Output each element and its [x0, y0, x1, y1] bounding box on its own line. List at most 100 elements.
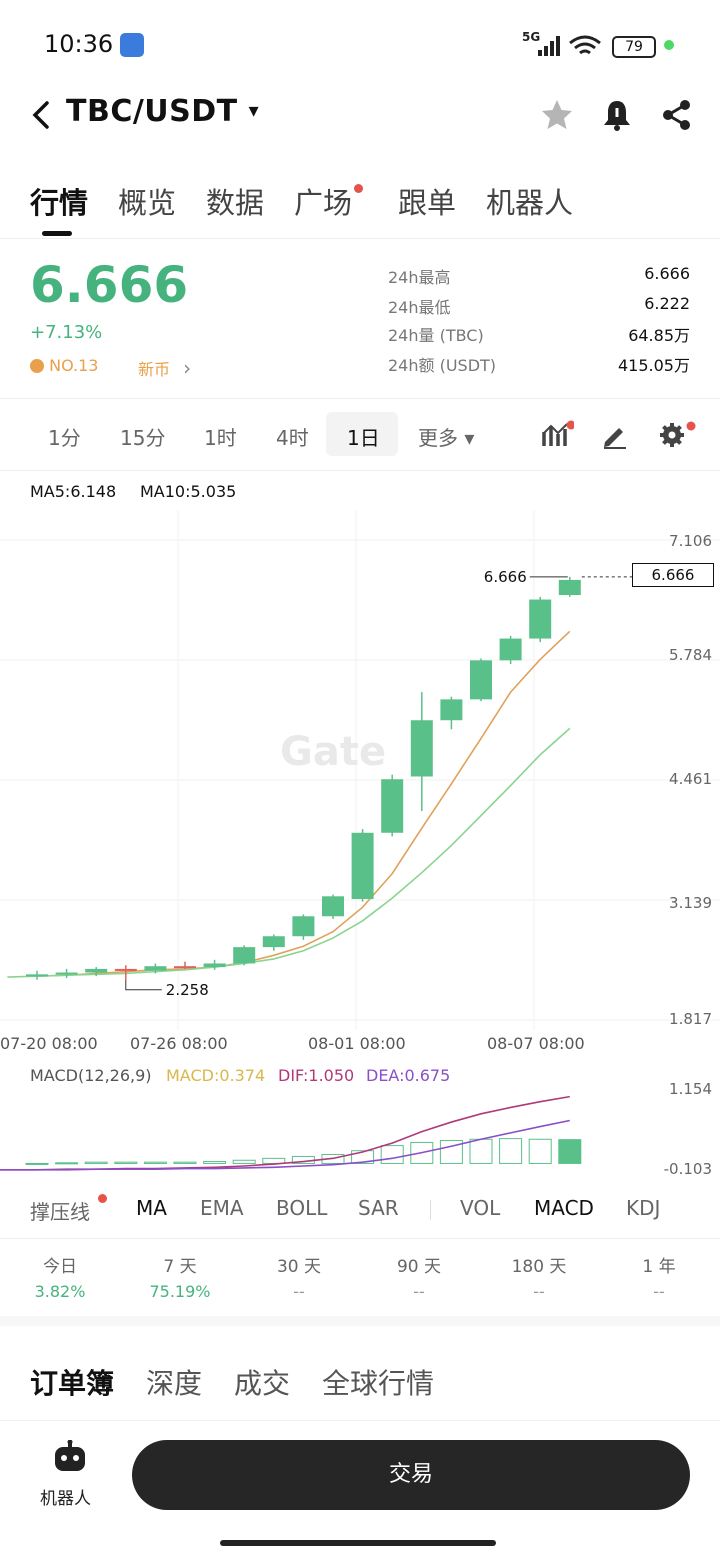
- tab-square[interactable]: 广场: [294, 186, 353, 220]
- candle-body: [55, 972, 78, 975]
- max-price-label: 6.666: [484, 568, 527, 586]
- macd-histogram-bar: [469, 1138, 493, 1164]
- interval-1d[interactable]: 1日: [347, 426, 380, 450]
- candle-body: [233, 947, 256, 964]
- tab-order-book[interactable]: 订单簿: [30, 1367, 115, 1400]
- indicator-boll[interactable]: BOLL: [276, 1196, 328, 1220]
- price-change: +7.13%: [30, 322, 103, 343]
- active-tab-indicator: [42, 231, 72, 236]
- candle-body: [292, 916, 315, 937]
- rank-icon: [30, 359, 44, 373]
- indicator-kdj[interactable]: KDJ: [626, 1196, 661, 1220]
- candle-body: [262, 936, 285, 948]
- dif-value: DIF:1.050: [278, 1066, 355, 1085]
- perf-value: 75.19%: [149, 1282, 211, 1301]
- last-price-tag: 6.666: [632, 563, 714, 587]
- y-tick: 1.817: [669, 1010, 712, 1028]
- stat-high-value: 6.666: [644, 264, 690, 283]
- robot-label[interactable]: 机器人: [40, 1489, 91, 1509]
- stat-low-value: 6.222: [644, 294, 690, 313]
- macd-histogram-bar: [173, 1161, 197, 1164]
- candle-body: [558, 579, 581, 595]
- candle-body: [322, 896, 344, 917]
- stat-high-label: 24h最高: [388, 268, 451, 287]
- indicator-badge-dot: [98, 1194, 107, 1203]
- candle-body: [85, 968, 108, 973]
- watermark-logo: Gate: [280, 729, 386, 775]
- candle-body: [351, 832, 374, 900]
- tab-market[interactable]: 行情: [30, 186, 89, 220]
- last-price: 6.666: [30, 256, 189, 314]
- macd-histogram-bar: [380, 1145, 404, 1164]
- macd-histogram-bar: [143, 1161, 167, 1164]
- interval-4h[interactable]: 4时: [276, 426, 309, 450]
- tab-copy-trade[interactable]: 跟单: [398, 186, 457, 220]
- macd-histogram-bar: [114, 1161, 138, 1164]
- candle-body: [203, 963, 226, 968]
- y-tick: 4.461: [669, 770, 712, 788]
- min-marker-line: [125, 979, 162, 991]
- indicator-ema[interactable]: EMA: [200, 1196, 244, 1220]
- trade-button[interactable]: 交易: [132, 1440, 690, 1510]
- battery-dot: [664, 40, 674, 50]
- bottom-bar: [0, 1420, 720, 1559]
- star-icon[interactable]: [540, 98, 574, 132]
- new-coin-tag[interactable]: 新币 ›: [138, 356, 191, 380]
- macd-value: MACD:0.374: [166, 1066, 266, 1085]
- candle-body: [440, 699, 463, 721]
- macd-histogram-bar: [25, 1162, 49, 1165]
- chevron-left-icon[interactable]: [30, 100, 52, 130]
- indicator-macd[interactable]: MACD: [534, 1196, 594, 1220]
- perf-label: 今日: [43, 1257, 77, 1277]
- candle-body: [174, 966, 196, 969]
- pair-selector[interactable]: TBC/USDT ▾: [66, 94, 259, 129]
- candlestick-chart[interactable]: Gate 6.666 2.258: [0, 510, 720, 1030]
- bell-icon[interactable]: [600, 98, 634, 132]
- section-gap: [0, 1316, 720, 1326]
- tab-depth[interactable]: 深度: [146, 1367, 203, 1400]
- candle-body: [144, 966, 167, 971]
- tab-global-market[interactable]: 全球行情: [322, 1367, 435, 1400]
- indicator-ma[interactable]: MA: [136, 1196, 167, 1220]
- macd-y-tick: 1.154: [669, 1080, 712, 1098]
- dea-value: DEA:0.675: [366, 1066, 451, 1085]
- wifi-icon: [569, 35, 601, 55]
- stat-amount-value: 415.05万: [618, 356, 690, 375]
- chevron-down-icon: ▾: [248, 98, 260, 122]
- interval-1m[interactable]: 1分: [48, 426, 81, 450]
- tab-overview[interactable]: 概览: [118, 186, 177, 220]
- app-notification-icon: [120, 33, 144, 57]
- x-tick: 08-01 08:00: [308, 1034, 406, 1053]
- divider: [0, 470, 720, 471]
- indicator-chart-icon[interactable]: [540, 420, 574, 450]
- draw-pen-icon[interactable]: [600, 420, 630, 450]
- min-price-label: 2.258: [166, 981, 209, 999]
- divider: [0, 1238, 720, 1239]
- tab-trades[interactable]: 成交: [234, 1367, 291, 1400]
- indicator-vol[interactable]: VOL: [460, 1196, 501, 1220]
- interval-15m[interactable]: 15分: [120, 426, 166, 450]
- indicator-sr[interactable]: 撑压线: [30, 1200, 90, 1224]
- robot-icon[interactable]: [52, 1440, 88, 1474]
- signal-icon: [538, 36, 560, 56]
- perf-label: 7 天: [163, 1257, 197, 1277]
- macd-histogram-bar: [351, 1150, 375, 1164]
- divider: [0, 398, 720, 399]
- macd-chart[interactable]: [0, 1090, 640, 1180]
- macd-y-tick: -0.103: [663, 1160, 712, 1178]
- share-icon[interactable]: [660, 98, 694, 132]
- macd-histogram-bar: [528, 1138, 552, 1164]
- interval-more[interactable]: 更多 ▾: [418, 426, 475, 450]
- tab-data[interactable]: 数据: [206, 186, 265, 220]
- indicator-sar[interactable]: SAR: [358, 1196, 399, 1220]
- interval-1h[interactable]: 1时: [204, 426, 237, 450]
- candle-body: [470, 660, 492, 700]
- perf-value: --: [413, 1282, 425, 1301]
- gear-icon[interactable]: [658, 420, 698, 450]
- candle-body: [499, 638, 522, 661]
- tab-badge-dot: [354, 184, 363, 193]
- x-tick: 07-20 08:00: [0, 1034, 98, 1053]
- tab-bot[interactable]: 机器人: [486, 186, 574, 220]
- perf-value: --: [533, 1282, 545, 1301]
- candle-body: [114, 968, 137, 971]
